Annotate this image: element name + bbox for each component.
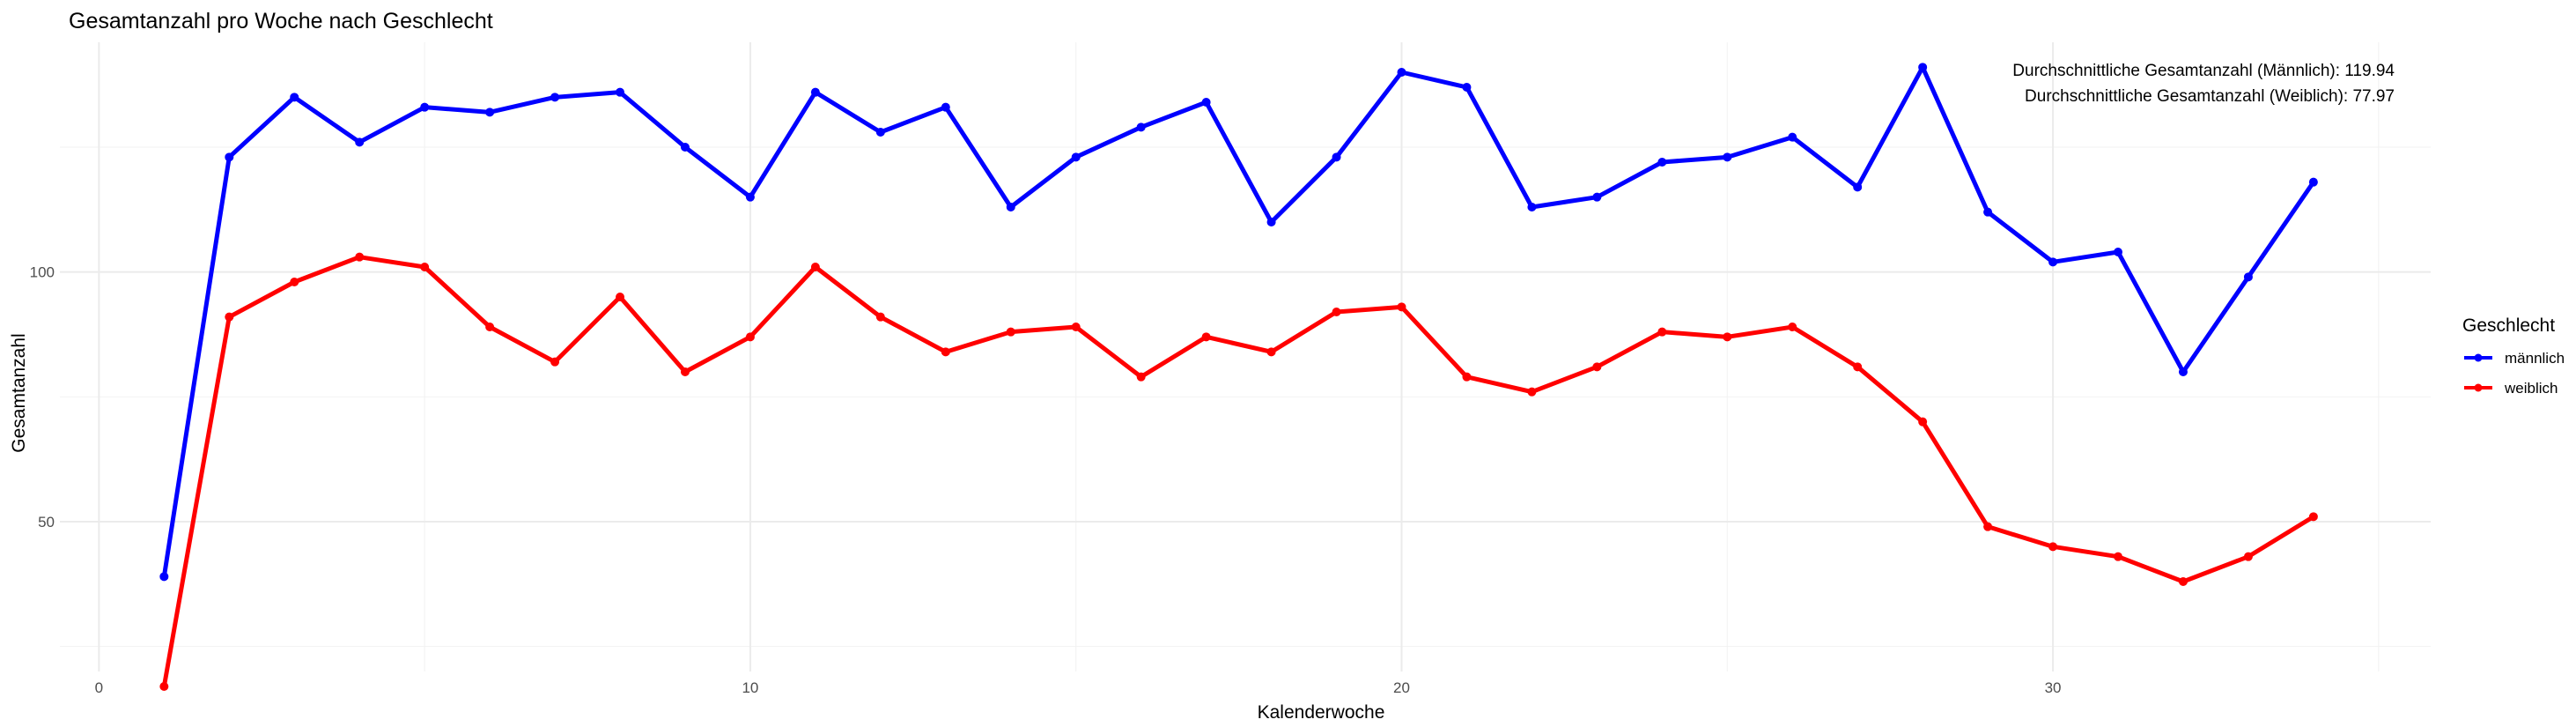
data-point-female — [616, 293, 625, 301]
data-point-male — [2308, 177, 2318, 187]
data-point-male — [1723, 152, 1732, 162]
data-point-male — [485, 108, 495, 117]
data-point-female — [875, 312, 885, 322]
data-point-female — [2178, 577, 2188, 586]
data-point-male — [1983, 207, 1993, 217]
data-point-male — [1592, 192, 1602, 202]
data-point-male — [616, 87, 625, 97]
data-point-male — [2178, 367, 2188, 376]
data-point-male — [680, 143, 690, 152]
data-point-male — [159, 572, 169, 582]
data-point-female — [1136, 372, 1146, 382]
data-point-female — [1397, 302, 1406, 312]
data-point-male — [1006, 203, 1015, 211]
data-point-female — [1788, 323, 1797, 331]
data-point-male — [1918, 63, 1928, 72]
data-point-female — [225, 312, 234, 322]
data-point-female — [1918, 417, 1928, 427]
chart-title: Gesamtanzahl pro Woche nach Geschlecht — [69, 9, 493, 33]
data-point-female — [159, 682, 169, 691]
series-line-male — [161, 64, 2316, 579]
data-point-male — [1462, 83, 1472, 92]
data-point-female — [1592, 362, 1602, 372]
data-point-male — [550, 93, 560, 102]
data-point-male — [1201, 98, 1211, 107]
annotation-female-average: Durchschnittliche Gesamtanzahl (Weiblich… — [2025, 87, 2395, 106]
data-point-male — [875, 128, 885, 137]
data-point-female — [290, 278, 299, 286]
data-point-female — [1006, 327, 1015, 337]
y-tick-label: 100 — [30, 264, 55, 281]
data-point-female — [1332, 308, 1341, 316]
series-line-female — [161, 255, 2316, 689]
data-point-female — [1266, 347, 1276, 357]
y-tick-label: 50 — [38, 514, 55, 530]
annotation-male-average: Durchschnittliche Gesamtanzahl (Männlich… — [2012, 62, 2395, 80]
data-point-female — [2243, 552, 2253, 561]
data-point-male — [1527, 203, 1537, 211]
data-point-male — [2048, 257, 2058, 267]
data-series — [159, 63, 2318, 691]
data-point-male — [745, 192, 755, 202]
legend-label-female: weiblich — [2504, 380, 2558, 397]
data-point-male — [941, 102, 950, 112]
data-point-female — [941, 347, 950, 357]
data-point-female — [1462, 372, 1472, 382]
data-point-male — [1266, 218, 1276, 226]
data-point-female — [745, 332, 755, 342]
data-point-female — [1527, 387, 1537, 397]
data-point-male — [2114, 248, 2123, 256]
data-point-male — [1332, 152, 1341, 162]
data-point-female — [810, 263, 820, 271]
axis-ticks: 0 10 20 30 50 100 — [30, 264, 2062, 696]
data-point-female — [355, 252, 365, 262]
data-point-female — [1723, 332, 1732, 342]
data-point-male — [1788, 132, 1797, 142]
data-point-female — [2114, 552, 2123, 561]
series-male — [159, 63, 2318, 582]
legend: Geschlecht männlich weiblich — [2462, 315, 2565, 397]
data-point-male — [1136, 122, 1146, 132]
y-axis-title: Gesamtanzahl — [9, 333, 29, 452]
x-tick-label: 20 — [1393, 679, 1410, 696]
data-point-male — [1397, 68, 1406, 77]
data-point-male — [420, 102, 430, 112]
data-point-male — [810, 87, 820, 97]
x-tick-label: 10 — [742, 679, 758, 696]
legend-item-female: weiblich — [2464, 380, 2558, 397]
data-point-male — [1657, 158, 1667, 167]
data-point-female — [1983, 522, 1993, 531]
data-point-female — [550, 357, 560, 367]
data-point-female — [2048, 542, 2058, 552]
data-point-female — [1071, 323, 1081, 331]
legend-item-male: männlich — [2464, 350, 2565, 367]
data-point-female — [680, 367, 690, 376]
data-point-female — [1853, 362, 1863, 372]
legend-swatch-male-point — [2474, 353, 2483, 362]
data-point-male — [1853, 182, 1863, 192]
grid-lines — [60, 42, 2431, 671]
data-point-female — [1657, 327, 1667, 337]
x-axis-title: Kalenderwoche — [1258, 702, 1385, 723]
data-point-male — [225, 152, 234, 162]
data-point-male — [290, 93, 299, 102]
legend-title: Geschlecht — [2462, 315, 2555, 336]
x-tick-label: 30 — [2045, 679, 2062, 696]
series-female — [159, 252, 2318, 691]
data-point-male — [2243, 272, 2253, 282]
legend-label-male: männlich — [2505, 350, 2565, 367]
data-point-female — [420, 263, 430, 271]
data-point-female — [2308, 512, 2318, 522]
x-tick-label: 0 — [95, 679, 103, 696]
data-point-male — [1071, 152, 1081, 162]
legend-swatch-female-point — [2474, 383, 2483, 392]
data-point-female — [485, 323, 495, 331]
data-point-female — [1201, 332, 1211, 342]
data-point-male — [355, 137, 365, 147]
